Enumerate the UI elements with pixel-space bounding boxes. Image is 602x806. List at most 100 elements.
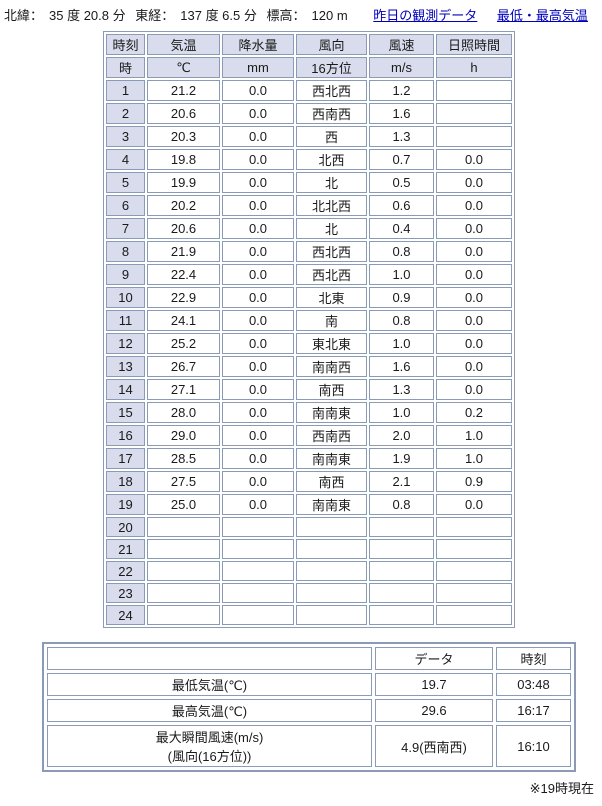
precip-cell — [222, 539, 294, 559]
wind-speed-cell: 1.2 — [369, 80, 434, 101]
table-row: 18 27.5 0.0 南西 2.1 0.9 — [106, 471, 512, 492]
temp-cell: 26.7 — [147, 356, 220, 377]
wind-speed-cell: 0.5 — [369, 172, 434, 193]
precip-cell: 0.0 — [222, 425, 294, 446]
longitude-value: 137 度 6.5 分 — [180, 8, 257, 23]
hourly-rows: 1 21.2 0.0 西北西 1.2 2 20.6 0.0 西南西 1.6 3 20.3 0.0 西 1.3… — [106, 80, 512, 625]
temp-cell: 21.9 — [147, 241, 220, 262]
wind-speed-cell — [369, 583, 434, 603]
wind-dir-cell: 東北東 — [296, 333, 367, 354]
header-row-labels: 時刻 気温 降水量 風向 風速 日照時間 — [106, 34, 512, 55]
temp-cell: 20.2 — [147, 195, 220, 216]
temp-cell: 20.6 — [147, 218, 220, 239]
wind-speed-cell: 0.8 — [369, 241, 434, 262]
precip-cell: 0.0 — [222, 218, 294, 239]
temp-cell: 20.3 — [147, 126, 220, 147]
table-row: 13 26.7 0.0 南南西 1.6 0.0 — [106, 356, 512, 377]
wind-dir-cell: 南南東 — [296, 402, 367, 423]
precip-cell: 0.0 — [222, 310, 294, 331]
table-row: 22 — [106, 561, 512, 581]
wind-dir-cell: 南 — [296, 310, 367, 331]
wind-speed-cell — [369, 517, 434, 537]
min-temp-value: 19.7 — [375, 673, 493, 696]
table-row: 19 25.0 0.0 南南東 0.8 0.0 — [106, 494, 512, 515]
sunshine-cell: 0.0 — [436, 287, 512, 308]
hour-cell: 6 — [106, 195, 145, 216]
hour-cell: 23 — [106, 583, 145, 603]
wind-dir-cell: 南南東 — [296, 494, 367, 515]
temp-cell: 19.8 — [147, 149, 220, 170]
wind-speed-cell: 1.9 — [369, 448, 434, 469]
precip-cell — [222, 561, 294, 581]
wind-speed-cell: 0.6 — [369, 195, 434, 216]
unit-temp: ℃ — [147, 57, 220, 78]
hour-cell: 14 — [106, 379, 145, 400]
hour-cell: 9 — [106, 264, 145, 285]
hour-cell: 13 — [106, 356, 145, 377]
wind-dir-cell: 南南西 — [296, 356, 367, 377]
sunshine-cell: 1.0 — [436, 425, 512, 446]
wind-dir-cell — [296, 583, 367, 603]
precip-cell: 0.0 — [222, 149, 294, 170]
table-row: 6 20.2 0.0 北北西 0.6 0.0 — [106, 195, 512, 216]
hourly-observation-table: 時刻 気温 降水量 風向 風速 日照時間 時 ℃ mm 16方位 m/s h 1… — [103, 31, 515, 628]
wind-speed-cell: 0.7 — [369, 149, 434, 170]
precip-cell: 0.0 — [222, 333, 294, 354]
yesterday-data-link[interactable]: 昨日の観測データ — [373, 8, 478, 23]
sunshine-cell: 0.0 — [436, 333, 512, 354]
table-row: 11 24.1 0.0 南 0.8 0.0 — [106, 310, 512, 331]
temp-cell: 24.1 — [147, 310, 220, 331]
unit-time: 時 — [106, 57, 145, 78]
temp-cell: 20.6 — [147, 103, 220, 124]
table-row: 12 25.2 0.0 東北東 1.0 0.0 — [106, 333, 512, 354]
unit-sunshine: h — [436, 57, 512, 78]
temp-cell — [147, 561, 220, 581]
table-row: 17 28.5 0.0 南南東 1.9 1.0 — [106, 448, 512, 469]
precip-cell: 0.0 — [222, 126, 294, 147]
wind-dir-cell — [296, 561, 367, 581]
table-row: 2 20.6 0.0 西南西 1.6 — [106, 103, 512, 124]
sunshine-cell: 1.0 — [436, 448, 512, 469]
sunshine-cell — [436, 126, 512, 147]
wind-dir-cell: 西南西 — [296, 425, 367, 446]
table-row: 1 21.2 0.0 西北西 1.2 — [106, 80, 512, 101]
hour-cell: 10 — [106, 287, 145, 308]
temp-cell: 19.9 — [147, 172, 220, 193]
wind-speed-cell — [369, 605, 434, 625]
col-header-precip: 降水量 — [222, 34, 294, 55]
min-max-temp-link[interactable]: 最低・最高気温 — [496, 8, 588, 23]
table-row: 7 20.6 0.0 北 0.4 0.0 — [106, 218, 512, 239]
precip-cell: 0.0 — [222, 195, 294, 216]
sunshine-cell: 0.2 — [436, 402, 512, 423]
observation-meta-bar: 北緯： 35 度 20.8 分 東経： 137 度 6.5 分 標高： 120 m 昨… — [0, 0, 602, 24]
hour-cell: 7 — [106, 218, 145, 239]
table-row: 8 21.9 0.0 西北西 0.8 0.0 — [106, 241, 512, 262]
col-header-wind-speed: 風速 — [369, 34, 434, 55]
table-row: 15 28.0 0.0 南南東 1.0 0.2 — [106, 402, 512, 423]
wind-dir-cell — [296, 517, 367, 537]
precip-cell: 0.0 — [222, 241, 294, 262]
wind-dir-cell: 北 — [296, 218, 367, 239]
max-temp-value: 29.6 — [375, 699, 493, 722]
longitude-label: 東経： — [135, 8, 175, 23]
hour-cell: 20 — [106, 517, 145, 537]
extremes-table: データ 時刻 最低気温(℃) 19.7 03:48 最高気温(℃) 29.6 1… — [42, 642, 576, 772]
temp-cell: 28.0 — [147, 402, 220, 423]
elevation-value: 120 m — [311, 8, 348, 23]
table-row: 24 — [106, 605, 512, 625]
wind-dir-cell: 西北西 — [296, 264, 367, 285]
temp-cell: 27.1 — [147, 379, 220, 400]
header-row-units: 時 ℃ mm 16方位 m/s h — [106, 57, 512, 78]
wind-dir-cell: 西南西 — [296, 103, 367, 124]
temp-cell: 21.2 — [147, 80, 220, 101]
table-row: 5 19.9 0.0 北 0.5 0.0 — [106, 172, 512, 193]
precip-cell: 0.0 — [222, 172, 294, 193]
table-row: 4 19.8 0.0 北西 0.7 0.0 — [106, 149, 512, 170]
sunshine-cell: 0.9 — [436, 471, 512, 492]
wind-speed-cell: 1.0 — [369, 402, 434, 423]
hour-cell: 12 — [106, 333, 145, 354]
hour-cell: 21 — [106, 539, 145, 559]
table-row: 9 22.4 0.0 西北西 1.0 0.0 — [106, 264, 512, 285]
temp-cell: 29.0 — [147, 425, 220, 446]
